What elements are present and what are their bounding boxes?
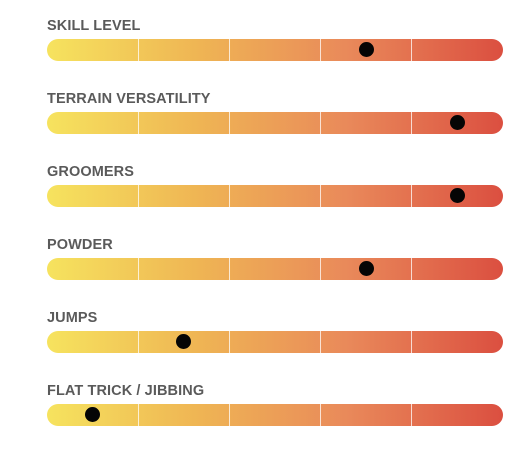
rating-marker: [358, 42, 374, 57]
segment-divider: [138, 112, 139, 134]
rating-label: JUMPS: [47, 310, 98, 326]
segment-divider: [138, 331, 139, 353]
segment-divider: [138, 404, 139, 426]
rating-label: GROOMERS: [47, 164, 134, 180]
rating-skill-level: SKILL LEVEL: [47, 17, 503, 72]
segment-divider: [320, 185, 321, 207]
rating-marker: [85, 407, 101, 422]
segment-divider: [138, 185, 139, 207]
rating-powder: POWDER: [47, 236, 503, 291]
rating-label: SKILL LEVEL: [47, 18, 141, 34]
segment-divider: [229, 185, 230, 207]
segment-divider: [411, 331, 412, 353]
rating-bar: [47, 39, 503, 61]
rating-marker: [449, 188, 465, 203]
rating-bar: [47, 404, 503, 426]
segment-divider: [411, 258, 412, 280]
segment-divider: [229, 258, 230, 280]
rating-bar: [47, 185, 503, 207]
segment-divider: [229, 39, 230, 61]
segment-divider: [320, 112, 321, 134]
segment-divider: [229, 404, 230, 426]
segment-divider: [411, 404, 412, 426]
segment-divider: [411, 185, 412, 207]
rating-bar: [47, 258, 503, 280]
segment-divider: [138, 258, 139, 280]
rating-jumps: JUMPS: [47, 309, 503, 364]
segment-divider: [411, 39, 412, 61]
rating-terrain-versatility: TERRAIN VERSATILITY: [47, 90, 503, 145]
rating-marker: [176, 334, 192, 349]
segment-divider: [138, 39, 139, 61]
rating-groomers: GROOMERS: [47, 163, 503, 218]
rating-flat-trick-jibbing: FLAT TRICK / JIBBING: [47, 382, 503, 437]
rating-label: FLAT TRICK / JIBBING: [47, 383, 205, 399]
segment-divider: [229, 331, 230, 353]
segment-divider: [320, 258, 321, 280]
rating-label: TERRAIN VERSATILITY: [47, 91, 211, 107]
segment-divider: [411, 112, 412, 134]
segment-divider: [320, 331, 321, 353]
segment-divider: [320, 39, 321, 61]
segment-divider: [229, 112, 230, 134]
rating-marker: [358, 261, 374, 276]
rating-label: POWDER: [47, 237, 113, 253]
rating-marker: [449, 115, 465, 130]
rating-bar: [47, 331, 503, 353]
segment-divider: [320, 404, 321, 426]
rating-bar: [47, 112, 503, 134]
